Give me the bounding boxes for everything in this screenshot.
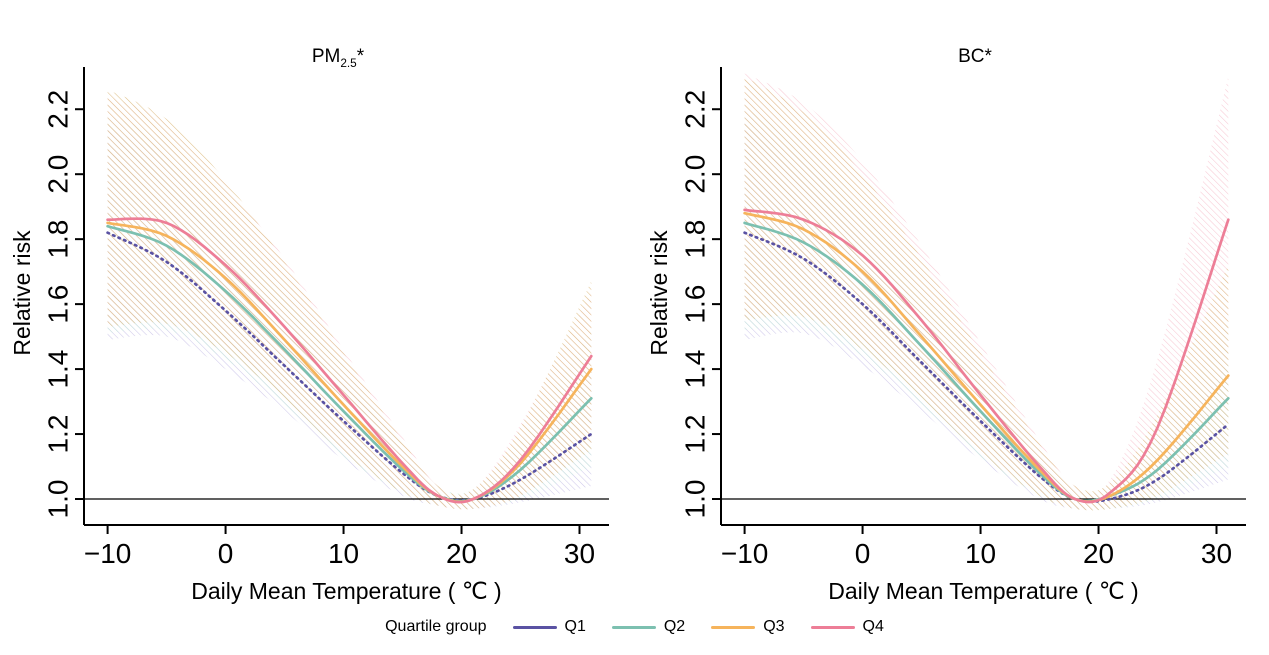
- svg-text:1.6: 1.6: [679, 285, 710, 324]
- panel-title-suffix: *: [984, 46, 992, 67]
- svg-text:1.2: 1.2: [679, 415, 710, 454]
- panel-bc: BC* Relative risk −10 0 10 20 30 1.0 1.2 1.4 1.6…: [643, 0, 1263, 612]
- series-line-q1: [106, 231, 593, 502]
- svg-text:1.4: 1.4: [679, 350, 710, 389]
- svg-text:2.0: 2.0: [42, 155, 73, 194]
- series-line-q2: [743, 221, 1230, 503]
- panels-row: PM2.5* Relative risk −10 0 10 20 30 1.0 1.2 1.4…: [6, 0, 1263, 612]
- legend-title: Quartile group: [385, 618, 487, 635]
- svg-text:0: 0: [855, 538, 871, 569]
- series-line-q1: [743, 231, 1230, 504]
- series-line-q3: [743, 211, 1230, 503]
- ci-band-q3: [744, 76, 1229, 511]
- legend-swatch-q3: [711, 625, 756, 629]
- series-line-q2: [106, 224, 593, 503]
- svg-text:1.8: 1.8: [42, 220, 73, 259]
- panel-title-pm25: PM2.5*: [312, 46, 364, 70]
- svg-text:20: 20: [1083, 538, 1114, 569]
- legend-item-q3: Q3: [711, 618, 785, 636]
- legend-label-q2: Q2: [663, 618, 686, 635]
- legend-label-q1: Q1: [564, 618, 586, 635]
- svg-text:30: 30: [1201, 538, 1232, 569]
- svg-text:10: 10: [328, 538, 359, 569]
- x-axis-title-pm25: Daily Mean Temperature ( ℃ ): [191, 578, 502, 604]
- svg-text:20: 20: [446, 538, 477, 569]
- x-axis-title-bc: Daily Mean Temperature ( ℃ ): [828, 578, 1139, 604]
- legend-label-q3: Q3: [763, 618, 785, 635]
- svg-text:10: 10: [965, 538, 996, 569]
- svg-text:1.8: 1.8: [679, 220, 710, 259]
- legend-item-q4: Q4: [810, 618, 884, 636]
- tick-labels: −10 0 10 20 30 1.0 1.2 1.4 1.6 1.8 2.0 2.2: [679, 90, 1232, 569]
- legend-swatch-q2: [611, 625, 656, 629]
- svg-text:−10: −10: [84, 538, 132, 569]
- panel-pm25: PM2.5* Relative risk −10 0 10 20 30 1.0 1.2 1.4…: [6, 0, 626, 612]
- svg-text:0: 0: [218, 538, 234, 569]
- series-line-q4: [106, 217, 593, 504]
- panel-title-suffix: *: [356, 46, 365, 67]
- svg-text:30: 30: [564, 538, 595, 569]
- ci-band-q3: [107, 89, 592, 510]
- panel-title-main: BC: [958, 46, 985, 67]
- panel-title-sub: 2.5: [340, 56, 357, 70]
- legend-label-q4: Q4: [862, 618, 884, 635]
- bc-chart: −10 0 10 20 30 1.0 1.2 1.4 1.6 1.8 2.0 2.2: [643, 42, 1258, 607]
- axes: [75, 67, 609, 534]
- svg-text:2.2: 2.2: [679, 90, 710, 129]
- panel-title-bc: BC*: [958, 46, 992, 70]
- svg-text:1.4: 1.4: [42, 350, 73, 389]
- axes: [712, 67, 1246, 534]
- chart-svg: −10 0 10 20 30 1.0 1.2 1.4 1.6 1.8 2.0 2.2: [42, 67, 609, 569]
- panel-title-main: PM: [311, 46, 341, 67]
- legend-item-q2: Q2: [611, 618, 686, 636]
- svg-text:1.0: 1.0: [679, 480, 710, 519]
- svg-text:1.6: 1.6: [42, 285, 73, 324]
- svg-text:2.2: 2.2: [42, 90, 73, 129]
- legend-swatch-q1: [512, 625, 557, 629]
- tick-labels: −10 0 10 20 30 1.0 1.2 1.4 1.6 1.8 2.0 2.2: [42, 90, 595, 569]
- svg-text:2.0: 2.0: [679, 155, 710, 194]
- legend-swatch-q4: [810, 625, 855, 629]
- pm25-chart: −10 0 10 20 30 1.0 1.2 1.4 1.6 1.8 2.0 2.2: [6, 42, 621, 607]
- series-line-q4: [743, 208, 1230, 504]
- chart-svg: −10 0 10 20 30 1.0 1.2 1.4 1.6 1.8 2.0 2.2: [679, 67, 1246, 569]
- svg-text:1.2: 1.2: [42, 415, 73, 454]
- svg-text:−10: −10: [721, 538, 769, 569]
- legend: Quartile group Q1 Q2 Q3 Q4: [0, 618, 1269, 636]
- legend-item-q1: Q1: [512, 618, 586, 636]
- svg-text:1.0: 1.0: [42, 480, 73, 519]
